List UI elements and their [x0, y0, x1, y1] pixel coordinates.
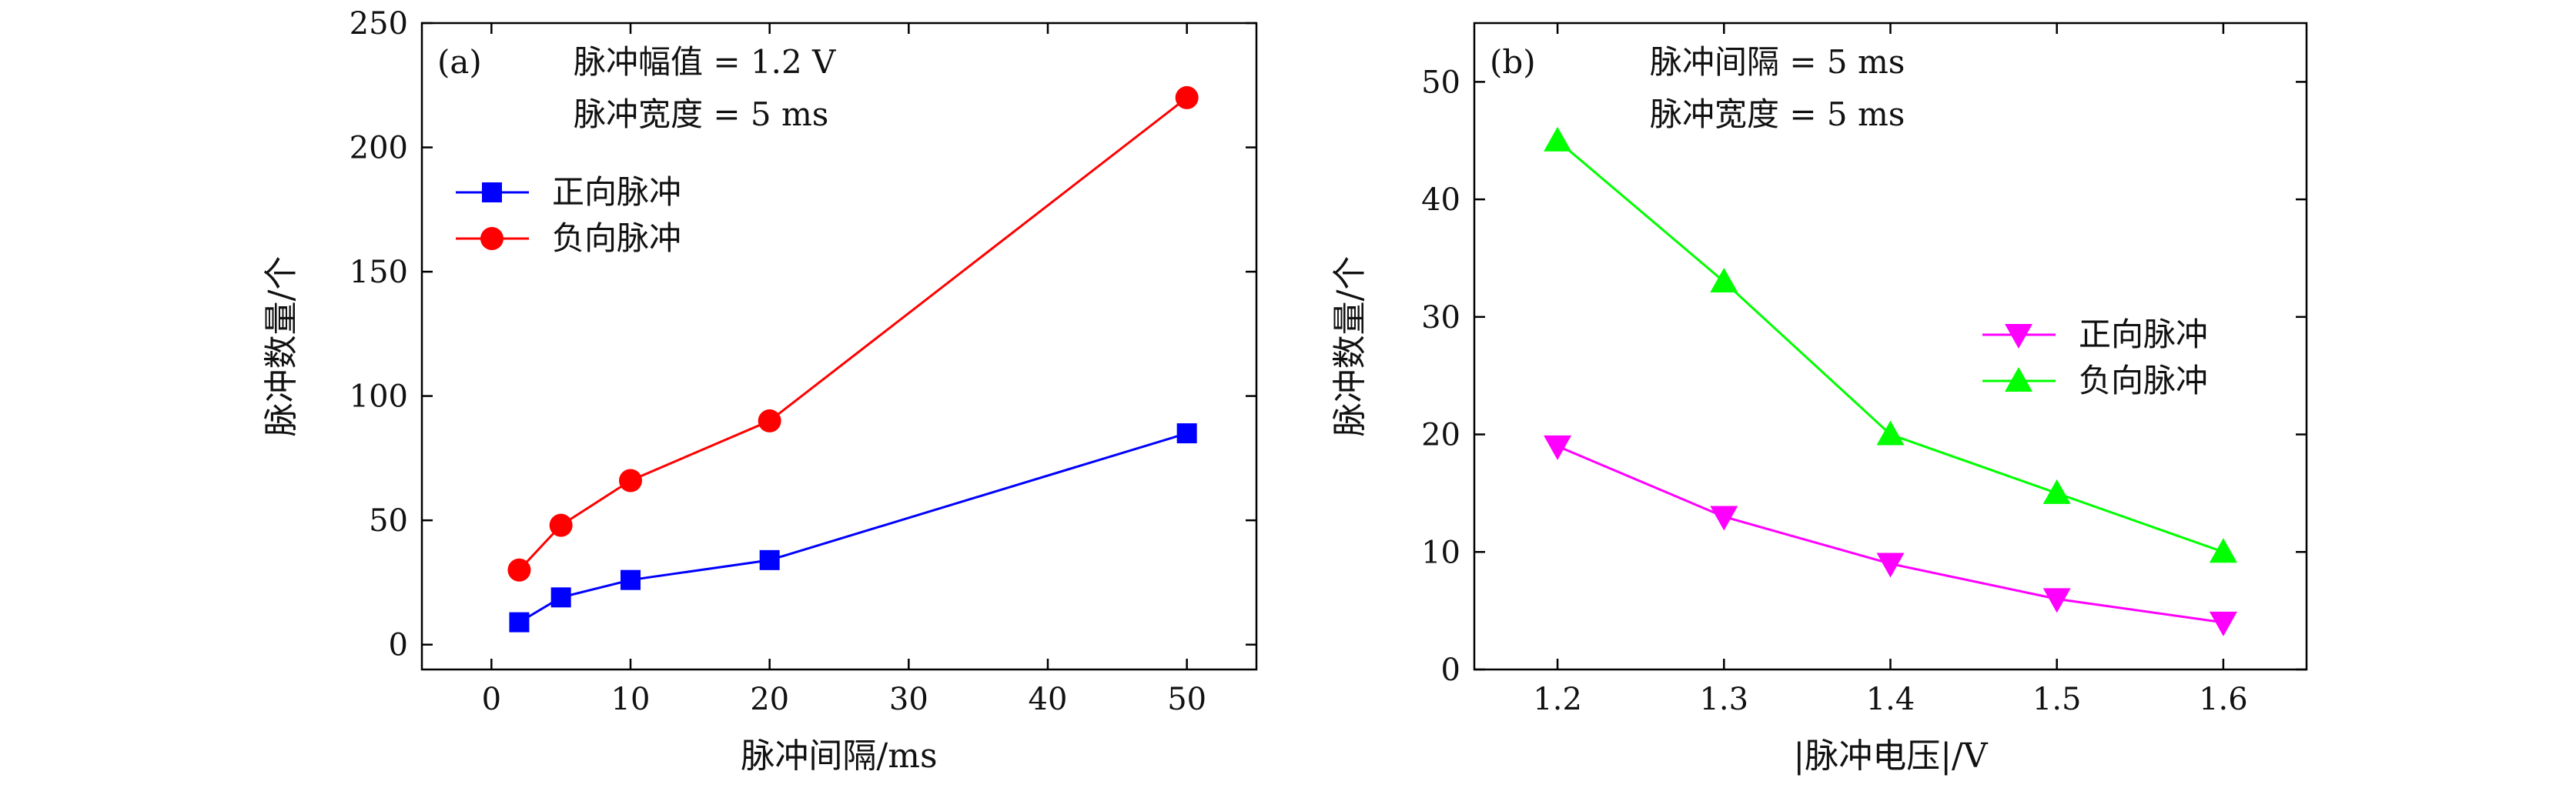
- y-tick-label: 20: [1421, 418, 1460, 453]
- x-tick-label: 1.2: [1533, 682, 1582, 717]
- legend-label: 正向脉冲: [552, 173, 681, 211]
- data-point: [2209, 538, 2237, 563]
- data-point: [509, 612, 530, 633]
- panel-label: (a): [437, 43, 482, 81]
- series-0: [509, 423, 1197, 633]
- y-tick-label: 0: [389, 628, 408, 663]
- legend-marker: [482, 182, 502, 202]
- plot-frame: [420, 22, 1258, 671]
- legend-label: 正向脉冲: [2079, 316, 2208, 353]
- series-1: [507, 85, 1199, 582]
- data-point: [550, 587, 571, 608]
- y-tick-label: 40: [1421, 182, 1460, 218]
- data-point: [549, 513, 573, 537]
- x-tick-label: 30: [889, 682, 928, 717]
- y-tick-label: 30: [1421, 300, 1460, 336]
- panel-a: 0 10 20 30 40 50 0 50 100 150 200 250 脉冲间隔/ms 脉冲数量/个 (…: [262, 6, 1258, 776]
- data-point: [2042, 588, 2071, 613]
- y-tick-label: 50: [1421, 65, 1460, 100]
- data-point: [1175, 85, 1199, 109]
- x-tick-label: 1.4: [1866, 682, 1915, 717]
- annotation-text: 脉冲宽度 = 5 ms: [574, 95, 828, 133]
- x-tick-label: 1.5: [2032, 682, 2082, 717]
- x-axis-title: |脉冲电压|/V: [1793, 736, 1988, 776]
- y-axis-title: 脉冲数量/个: [262, 256, 301, 437]
- data-point: [1876, 553, 1905, 578]
- annotation-text: 脉冲间隔 = 5 ms: [1650, 43, 1905, 81]
- panel-label: (b): [1490, 43, 1536, 81]
- series-1: [1544, 126, 2237, 563]
- legend-label: 负向脉冲: [2079, 362, 2208, 399]
- x-tick-label: 0: [482, 682, 501, 717]
- y-tick-label: 0: [1441, 653, 1460, 688]
- y-tick-label: 200: [350, 131, 408, 166]
- x-axis-title: 脉冲间隔/ms: [741, 736, 937, 776]
- data-point: [758, 409, 781, 432]
- legend-marker: [2005, 367, 2032, 392]
- data-point: [1876, 420, 1905, 446]
- data-point: [621, 569, 641, 590]
- panel-b: 1.2 1.3 1.4 1.5 1.6 0 10 20 30 40 50 |脉冲电压|/V 脉冲数量/个…: [1330, 22, 2308, 776]
- x-tick-label: 1.6: [2199, 682, 2248, 717]
- y-tick-label: 150: [350, 255, 408, 290]
- y-tick-label: 250: [350, 6, 408, 42]
- x-tick-label: 10: [611, 682, 651, 717]
- x-tick-label: 40: [1029, 682, 1068, 717]
- legend-marker: [480, 227, 503, 250]
- legend-label: 负向脉冲: [552, 219, 681, 257]
- data-point: [507, 558, 531, 582]
- x-tick-label: 20: [750, 682, 789, 717]
- data-point: [619, 469, 642, 492]
- x-tick-label: 50: [1167, 682, 1206, 717]
- data-point: [1544, 126, 1572, 152]
- y-tick-label: 100: [350, 379, 408, 415]
- annotation-text: 脉冲幅值 = 1.2 V: [574, 43, 836, 81]
- data-point: [2042, 479, 2071, 504]
- y-tick-label: 10: [1421, 535, 1460, 570]
- y-axis-title: 脉冲数量/个: [1330, 256, 1370, 437]
- annotation-text: 脉冲宽度 = 5 ms: [1650, 95, 1905, 133]
- data-point: [1710, 506, 1738, 531]
- data-point: [1710, 268, 1738, 292]
- data-point: [759, 549, 780, 570]
- series-0: [1544, 435, 2237, 636]
- y-tick-label: 50: [369, 503, 408, 539]
- data-point: [1176, 423, 1197, 444]
- data-point: [1544, 435, 1572, 460]
- data-point: [2209, 611, 2237, 636]
- legend-marker: [2005, 324, 2032, 349]
- x-tick-label: 1.3: [1699, 682, 1748, 717]
